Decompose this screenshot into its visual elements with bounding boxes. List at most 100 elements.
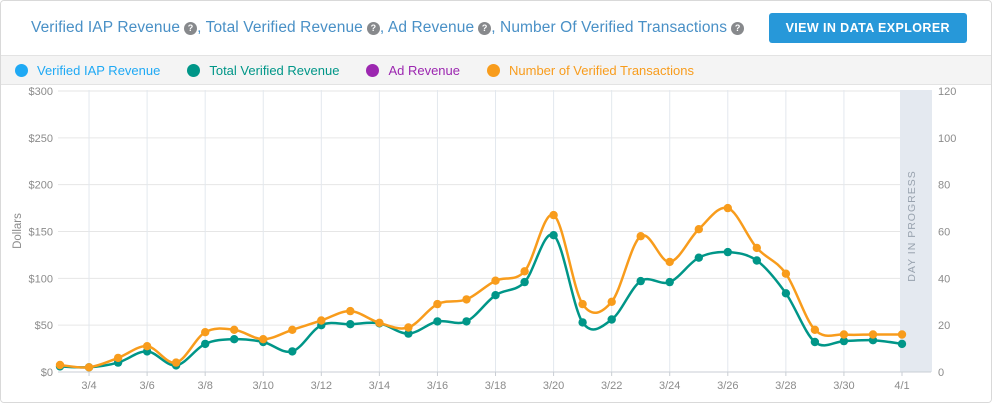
x-tick-label: 3/30 xyxy=(833,380,854,392)
series-dot-total-verified-revenue[interactable] xyxy=(781,289,791,298)
revenue-chart: $0 $50 $100 $150 $200 $250 $300 0 20 40 60 80 100 120… xyxy=(12,86,956,392)
title-segment-label: Total Verified Revenue xyxy=(205,19,363,36)
series-dot-number-of-verified-transactions[interactable] xyxy=(868,330,878,339)
legend-dot xyxy=(487,63,500,77)
legend-dot xyxy=(187,63,201,77)
series-dot-total-verified-revenue[interactable] xyxy=(346,320,355,329)
legend-item-label: Verified IAP Revenue xyxy=(37,62,161,78)
y-tick-label-left: $200 xyxy=(29,180,53,192)
series-dot-number-of-verified-transactions[interactable] xyxy=(404,323,413,332)
y-tick-label-right: 80 xyxy=(938,180,950,192)
series-dot-total-verified-revenue[interactable] xyxy=(491,291,500,300)
series-dot-total-verified-revenue[interactable] xyxy=(578,318,587,327)
legend-item-total-verified-revenue[interactable]: Total Verified Revenue xyxy=(187,63,339,78)
series-dot-number-of-verified-transactions[interactable] xyxy=(520,267,529,276)
series-dot-number-of-verified-transactions[interactable] xyxy=(694,225,703,234)
series-dot-total-verified-revenue[interactable] xyxy=(201,339,210,349)
series-dot-total-verified-revenue[interactable] xyxy=(462,317,471,326)
header: Verified IAP Revenue?, Total Verified Re… xyxy=(1,1,991,55)
series-dot-total-verified-revenue[interactable] xyxy=(752,256,761,265)
day-in-progress-label: DAY IN PROGRESS xyxy=(906,170,918,281)
x-tick-label: 3/24 xyxy=(659,380,680,392)
series-dot-number-of-verified-transactions[interactable] xyxy=(723,203,732,213)
series-dot-number-of-verified-transactions[interactable] xyxy=(84,363,94,372)
series-dot-total-verified-revenue[interactable] xyxy=(549,231,558,240)
x-tick-label: 3/6 xyxy=(139,380,154,392)
y-tick-label-left: $250 xyxy=(29,133,53,145)
x-tick-label: 3/26 xyxy=(717,380,738,392)
legend-dot xyxy=(15,63,28,77)
legend-item-ad-revenue[interactable]: Ad Revenue xyxy=(366,63,460,78)
y-tick-label-left: $150 xyxy=(29,227,53,239)
series-dot-total-verified-revenue[interactable] xyxy=(404,329,413,338)
series-dot-total-verified-revenue[interactable] xyxy=(723,247,732,257)
series-dot-total-verified-revenue[interactable] xyxy=(433,317,442,326)
series-dot-number-of-verified-transactions[interactable] xyxy=(810,325,820,334)
series-dot-number-of-verified-transactions[interactable] xyxy=(781,269,791,278)
series-dot-number-of-verified-transactions[interactable] xyxy=(230,325,239,334)
y-tick-label-right: 0 xyxy=(938,367,944,379)
series-dot-number-of-verified-transactions[interactable] xyxy=(259,335,268,344)
series-dot-number-of-verified-transactions[interactable] xyxy=(113,353,123,363)
series-dot-number-of-verified-transactions[interactable] xyxy=(636,232,645,241)
x-tick-label: 3/4 xyxy=(81,380,96,392)
series-dot-number-of-verified-transactions[interactable] xyxy=(317,316,326,325)
chart-area: $0 $50 $100 $150 $200 $250 $300 0 20 40 60 80 100 120… xyxy=(1,85,991,402)
series-dot-total-verified-revenue[interactable] xyxy=(839,336,849,346)
series-dot-number-of-verified-transactions[interactable] xyxy=(549,210,558,220)
x-tick-label: 4/1 xyxy=(894,380,909,392)
series-dot-total-verified-revenue[interactable] xyxy=(607,315,616,324)
title-segment: Total Verified Revenue? xyxy=(206,19,380,36)
series-dot-number-of-verified-transactions[interactable] xyxy=(607,297,616,306)
help-icon[interactable]: ? xyxy=(731,22,745,35)
y-tick-label-right: 60 xyxy=(938,227,950,239)
x-tick-label: 3/22 xyxy=(601,380,622,392)
series-dot-number-of-verified-transactions[interactable] xyxy=(897,330,907,339)
series-dot-total-verified-revenue[interactable] xyxy=(694,253,703,262)
series-dot-number-of-verified-transactions[interactable] xyxy=(752,243,761,253)
legend-item-label: Total Verified Revenue xyxy=(209,62,340,78)
series-dot-number-of-verified-transactions[interactable] xyxy=(375,318,384,327)
series-dot-number-of-verified-transactions[interactable] xyxy=(288,325,297,334)
legend-item-label: Ad Revenue xyxy=(388,62,460,78)
title-separator: , xyxy=(379,19,388,36)
series-dot-number-of-verified-transactions[interactable] xyxy=(839,330,849,339)
title-separator: , xyxy=(491,19,501,36)
series-dot-total-verified-revenue[interactable] xyxy=(810,337,820,347)
view-in-data-explorer-button[interactable]: VIEW IN DATA EXPLORER xyxy=(768,13,967,43)
series-dot-number-of-verified-transactions[interactable] xyxy=(346,306,355,316)
title-segment-label: Ad Revenue xyxy=(387,19,475,36)
series-dot-number-of-verified-transactions[interactable] xyxy=(201,328,210,337)
series-dot-number-of-verified-transactions[interactable] xyxy=(55,360,65,370)
y-tick-label-left: $100 xyxy=(29,273,53,285)
series-line-total-verified-revenue xyxy=(58,233,904,369)
series-dot-total-verified-revenue[interactable] xyxy=(897,339,907,349)
series-dot-total-verified-revenue[interactable] xyxy=(230,335,239,344)
series-dot-number-of-verified-transactions[interactable] xyxy=(433,299,442,309)
series-dot-total-verified-revenue[interactable] xyxy=(520,277,529,287)
x-tick-label: 3/28 xyxy=(775,380,796,392)
series-dot-number-of-verified-transactions[interactable] xyxy=(462,295,471,304)
help-icon[interactable]: ? xyxy=(184,22,198,35)
day-in-progress-band xyxy=(900,90,932,372)
help-icon[interactable]: ? xyxy=(366,22,380,35)
x-tick-label: 3/14 xyxy=(369,380,390,392)
series-dot-number-of-verified-transactions[interactable] xyxy=(142,342,152,351)
series-dot-number-of-verified-transactions[interactable] xyxy=(491,276,500,285)
series-dot-total-verified-revenue[interactable] xyxy=(288,347,297,356)
legend-item-verified-iap-revenue[interactable]: Verified IAP Revenue xyxy=(15,63,160,78)
x-tick-label: 3/18 xyxy=(485,380,506,392)
legend-bar: Verified IAP Revenue Total Verified Reven… xyxy=(1,55,991,85)
series-dot-total-verified-revenue[interactable] xyxy=(665,277,674,287)
title-segment: Verified IAP Revenue? xyxy=(31,19,198,36)
title-segment-label: Verified IAP Revenue xyxy=(31,19,181,36)
help-icon[interactable]: ? xyxy=(478,22,492,35)
series-dot-total-verified-revenue[interactable] xyxy=(636,276,645,286)
series-dot-number-of-verified-transactions[interactable] xyxy=(665,257,674,267)
legend-item-label: Number of Verified Transactions xyxy=(509,62,694,78)
legend-item-number-of-verified-transactions[interactable]: Number of Verified Transactions xyxy=(487,63,694,78)
series-dot-number-of-verified-transactions[interactable] xyxy=(578,299,587,309)
y-tick-label-right: 20 xyxy=(938,320,950,332)
series-dot-number-of-verified-transactions[interactable] xyxy=(171,358,181,367)
dollars-axis-title: Dollars xyxy=(12,213,24,249)
